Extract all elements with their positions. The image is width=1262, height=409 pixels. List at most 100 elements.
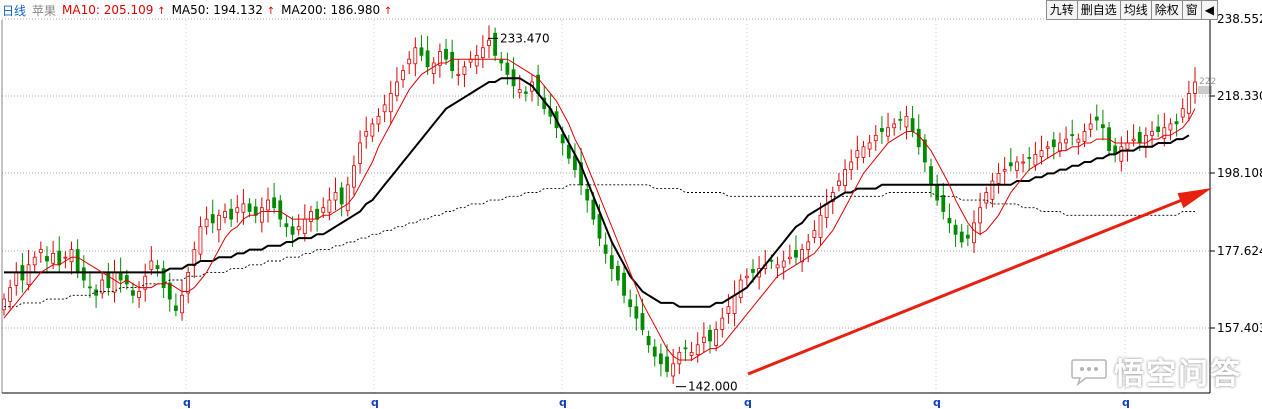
candle-body — [726, 306, 731, 314]
candle-body — [603, 244, 608, 254]
candle-body — [272, 197, 277, 209]
candle-body — [198, 226, 203, 255]
candle-body — [965, 234, 970, 239]
x-tick-label: q — [559, 396, 567, 409]
candle-body — [1131, 138, 1136, 142]
candle-body — [388, 93, 393, 113]
toolbar-window-button[interactable]: 窗 — [1181, 0, 1202, 20]
chat-bubble-icon — [1071, 359, 1107, 386]
candle-body — [990, 180, 995, 200]
ma200-value: 186.980 — [330, 3, 381, 17]
candle-body — [953, 224, 958, 235]
candle-body — [714, 329, 719, 346]
candle-body — [1168, 123, 1173, 131]
candle-body — [787, 256, 792, 260]
candle-body — [855, 150, 860, 158]
grid-lines — [2, 18, 1210, 393]
candle-body — [652, 346, 657, 357]
candle-body — [744, 275, 749, 279]
candle-body — [523, 91, 528, 94]
candle-body — [118, 272, 123, 281]
ma10-value: 205.109 — [103, 3, 154, 17]
ma50-legend: MA50: 194.132 ↑ — [172, 3, 276, 17]
candle-body — [51, 252, 56, 264]
candle-body — [597, 214, 602, 239]
candle-body — [487, 39, 491, 46]
candle-body — [1150, 131, 1154, 136]
chart-header: 日线 苹果 MA10: 205.109 ↑ MA50: 194.132 ↑ MA… — [0, 0, 392, 20]
candle-body — [88, 286, 92, 289]
candle-body — [345, 184, 350, 212]
candle-body — [1064, 138, 1068, 144]
candle-body — [241, 203, 246, 213]
candle-body — [180, 294, 184, 314]
candle-body — [339, 187, 344, 205]
candle-body — [1143, 134, 1148, 148]
candle-body — [640, 313, 645, 330]
candle-body — [413, 47, 418, 65]
candle-body — [1125, 142, 1130, 150]
candle-body — [223, 211, 227, 218]
candle-body — [585, 189, 590, 201]
candle-body — [972, 222, 976, 244]
trend-arrow-head — [1177, 188, 1212, 209]
toolbar-exright-button[interactable]: 除权 — [1150, 0, 1183, 20]
candle-body — [1180, 108, 1185, 118]
candle-body — [75, 249, 80, 273]
candle-body — [425, 50, 430, 68]
candle-body — [916, 128, 921, 148]
candle-body — [843, 169, 847, 186]
candle-body — [1027, 157, 1032, 159]
candle-body — [947, 217, 952, 224]
candle-body — [579, 162, 583, 186]
candle-body — [474, 54, 479, 67]
candle-body — [720, 317, 725, 330]
candle-body — [1002, 169, 1007, 172]
candle-body — [910, 118, 915, 132]
trend-arrow-shaft — [747, 198, 1183, 376]
x-tick-label: q — [371, 396, 379, 409]
candle-body — [904, 115, 909, 128]
candle-body — [278, 200, 283, 220]
candle-body — [738, 279, 743, 298]
toolbar-jiuzhuan-button[interactable]: 九转 — [1045, 0, 1078, 20]
candle-body — [431, 62, 436, 75]
y-tick-label: 218.330 — [1217, 89, 1262, 103]
toolbar-ma-button[interactable]: 均线 — [1119, 0, 1152, 20]
candle-body — [376, 115, 381, 125]
candle-body — [1076, 138, 1081, 143]
period-label[interactable]: 日线 — [2, 3, 27, 18]
candle-body — [1082, 131, 1087, 142]
candle-body — [873, 134, 878, 142]
last-price-label: 222 — [1199, 77, 1216, 87]
candle-body — [1094, 116, 1099, 121]
candle-body — [333, 192, 338, 201]
candle-body — [352, 165, 356, 188]
candle-body — [26, 264, 31, 286]
candle-body — [1033, 153, 1038, 166]
candle-body — [824, 203, 829, 218]
candle-body — [1088, 123, 1093, 130]
ma10-legend: MA10: 205.109 ↑ — [62, 3, 166, 17]
candle-body — [665, 356, 669, 372]
ma10-label: MA10: — [62, 3, 100, 17]
ma50-line — [4, 77, 1190, 308]
candle-body — [57, 250, 62, 266]
candle-body — [69, 249, 74, 263]
candle-body — [892, 123, 897, 129]
candle-body — [671, 363, 676, 377]
candle-body — [634, 306, 639, 319]
candle-body — [867, 142, 872, 150]
candle-body — [364, 131, 369, 137]
candle-body — [32, 256, 37, 266]
toolbar-remove-watchlist-button[interactable]: 删自选 — [1076, 0, 1121, 20]
last-price-box — [1198, 86, 1212, 95]
candle-body — [935, 184, 940, 201]
candle-body — [444, 48, 448, 60]
candle-body — [616, 265, 620, 281]
candle-body — [266, 199, 270, 211]
x-tick-label: q — [183, 396, 191, 409]
candle-body — [929, 166, 933, 186]
toolbar-collapse-icon[interactable]: ◀ — [1200, 0, 1218, 20]
